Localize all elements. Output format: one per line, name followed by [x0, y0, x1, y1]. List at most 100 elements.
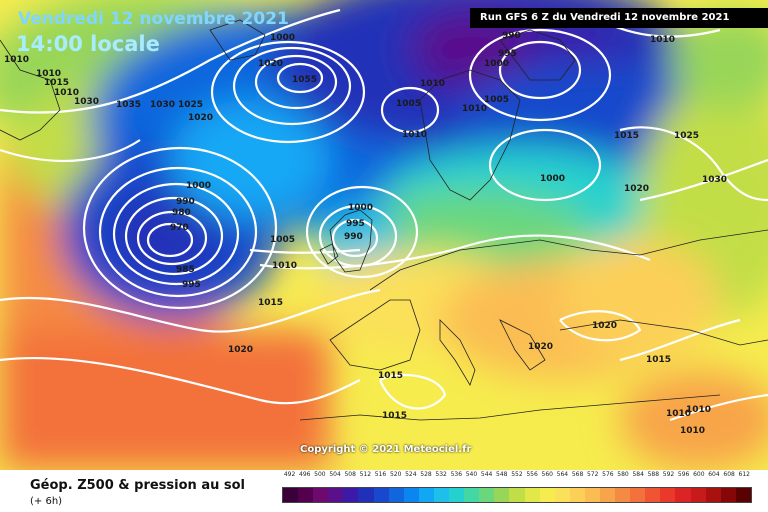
- coastlines: [0, 19, 768, 421]
- legend-tick-label: 556: [526, 471, 538, 478]
- isobar-high-1: [276, 62, 324, 94]
- isobar-label: 990: [344, 232, 363, 242]
- legend-tick-label: 504: [329, 471, 341, 478]
- legend-tick-label: 512: [359, 471, 372, 478]
- legend-swatch: [690, 488, 706, 502]
- legend-tick-label: 524: [405, 471, 417, 478]
- legend-swatch: [509, 488, 525, 502]
- legend-swatch: [328, 488, 344, 502]
- isobar-label: 1020: [528, 342, 553, 352]
- legend-tick-label: 496: [299, 471, 311, 478]
- isobar-1025-east: [619, 126, 768, 202]
- legend-swatch: [569, 488, 585, 502]
- legend-tick-label: 544: [480, 471, 493, 478]
- legend-swatch: [343, 488, 359, 502]
- isobar-label: 1010: [4, 55, 29, 65]
- legend-swatch: [539, 488, 555, 502]
- legend-swatch: [403, 488, 419, 502]
- legend-tick-label: 576: [602, 471, 614, 478]
- legend-swatch: [283, 488, 299, 502]
- legend-swatch: [373, 488, 389, 502]
- coast-uk: [329, 209, 373, 273]
- legend-swatch: [705, 488, 721, 502]
- isobar-label: 1035: [116, 100, 141, 110]
- isobar-label: 1015: [44, 78, 69, 88]
- legend-swatch: [584, 488, 600, 502]
- isobar-label: 1010: [462, 104, 487, 114]
- isobar-label: 1030: [74, 97, 99, 107]
- forecast-date: Vendredi 12 novembre 2021: [18, 9, 289, 29]
- legend-tick-label: 568: [571, 471, 584, 478]
- legend-tick-label: 536: [450, 471, 463, 478]
- copyright-notice: Copyright © 2021 Meteociel.fr: [300, 444, 472, 455]
- isobar-north-low-2: [468, 28, 612, 122]
- isobar-label: 970: [170, 223, 189, 233]
- isobar-1015-east: [619, 318, 741, 362]
- z500-pressure-map: 1010 1010 1015 1010 1030 1035 1030 1025 …: [0, 0, 768, 470]
- model-run-banner: Run GFS 6 Z du Vendredi 12 novembre 2021: [470, 8, 768, 28]
- forecast-offset: (+ 6h): [30, 496, 63, 507]
- isobar-label: 1015: [258, 298, 283, 308]
- isobar-label: 1000: [348, 203, 373, 213]
- isobar-label: 1020: [188, 113, 213, 123]
- legend-swatch: [720, 488, 736, 502]
- isobar-label: 995: [346, 219, 365, 229]
- z500-color-field: [0, 0, 768, 470]
- legend-tick-label: 592: [662, 471, 675, 478]
- isobar-label: 1005: [484, 95, 509, 105]
- legend-swatch: [298, 488, 314, 502]
- isobar-label: 990: [502, 31, 521, 41]
- isobar-low-inner: [146, 222, 194, 258]
- isobar-label: 1020: [624, 184, 649, 194]
- legend-tick-label: 604: [708, 471, 720, 478]
- z500-color-legend: 492 496 500 504 508 512 516 520 524 528 532 536 540 5…: [282, 471, 752, 509]
- coast-iceland: [209, 19, 266, 61]
- legend-swatch: [645, 488, 661, 502]
- isobar-label: 1010: [686, 405, 711, 415]
- legend-tick-label: 520: [389, 471, 402, 478]
- isobar-label: 1010: [402, 130, 427, 140]
- legend-tick-label: 584: [632, 471, 644, 478]
- isobar-baltic-low: [488, 128, 602, 202]
- legend-tick-label: 560: [541, 471, 553, 478]
- legend-swatch: [630, 488, 646, 502]
- isobar-1010-central: [259, 234, 651, 270]
- isobar-1020-south: [0, 356, 361, 405]
- legend-swatch: [449, 488, 465, 502]
- legend-tick-label: 500: [314, 471, 326, 478]
- isobar-west-2: [0, 139, 141, 163]
- legend-swatch: [464, 488, 480, 502]
- isobar-west-1: [0, 8, 341, 114]
- isobar-lines: [0, 8, 768, 422]
- legend-swatch: [313, 488, 329, 502]
- coast-scandinavia: [419, 69, 521, 201]
- legend-tick-label: 588: [647, 471, 660, 478]
- isobar-north-low-1: [498, 40, 582, 100]
- legend-swatch: [615, 488, 631, 502]
- legend-swatch: [479, 488, 495, 502]
- legend-tick-label: 552: [511, 471, 523, 478]
- isobar-label: 995: [498, 49, 517, 59]
- isobar-labels: 1010 1010 1015 1010 1030 1035 1030 1025 …: [4, 31, 727, 436]
- legend-tick-label: 596: [677, 471, 690, 478]
- isobar-high-2: [254, 54, 338, 110]
- isobar-low-2: [124, 196, 224, 276]
- isobar-label: 1015: [646, 355, 671, 365]
- coast-greenland-south: [0, 39, 61, 141]
- isobar-label: 1030: [702, 175, 727, 185]
- legend-swatch: [418, 488, 434, 502]
- coast-north-europe: [369, 229, 768, 291]
- isobar-label: 1010: [36, 69, 61, 79]
- isobar-label: 1015: [614, 131, 639, 141]
- isobar-label: 1025: [178, 100, 203, 110]
- legend-tick-label: 564: [556, 471, 569, 478]
- isobar-label: 1010: [272, 261, 297, 271]
- legend-tick-label: 528: [420, 471, 432, 478]
- isobar-1010-east: [669, 393, 768, 422]
- isobar-low-5: [82, 146, 278, 310]
- legend-swatch: [599, 488, 616, 502]
- isobar-low-1: [136, 210, 208, 266]
- isobar-low-3: [112, 182, 240, 286]
- isobar-1005-central: [249, 248, 361, 254]
